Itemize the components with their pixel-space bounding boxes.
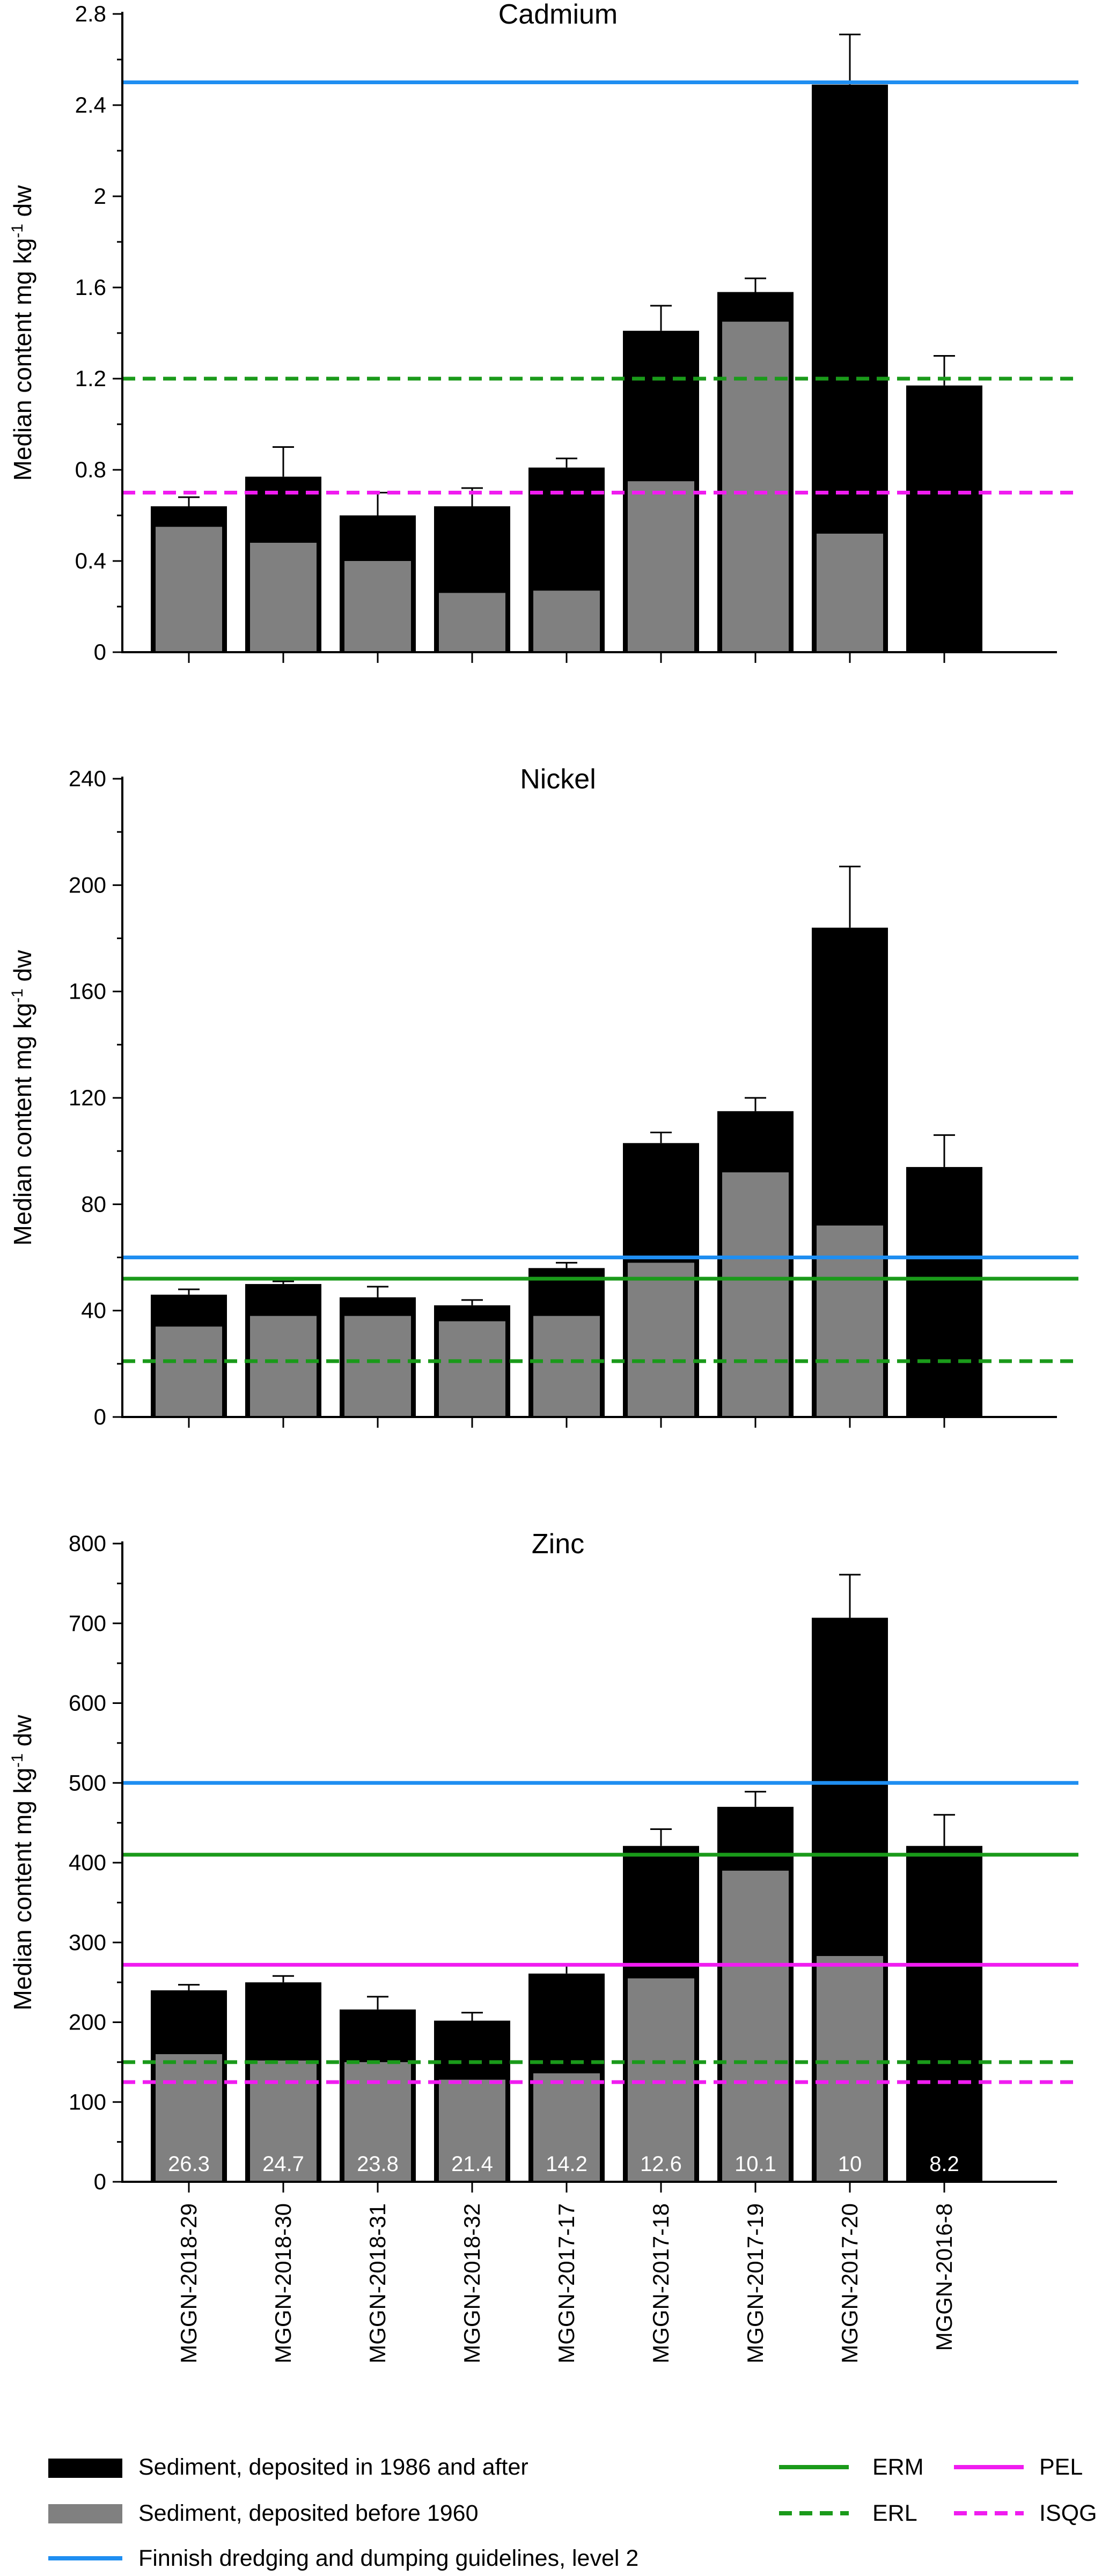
bar-after1986 <box>906 1167 982 1417</box>
y-tick-label: 2.4 <box>75 92 106 117</box>
bar-after1986 <box>906 1846 982 2182</box>
y-axis-label-superscript: -1 <box>9 224 26 238</box>
y-tick-label: 300 <box>69 1930 106 1955</box>
bar-before1960 <box>817 1226 883 1417</box>
y-axis-label-unit: dw <box>9 1715 36 1753</box>
y-tick-label: 500 <box>69 1770 106 1795</box>
bar-before1960 <box>628 1978 694 2182</box>
x-category-label: MGGN-2017-17 <box>554 2203 579 2364</box>
chart-panel-zinc: 0 100 200 300 400 500 600 700 800 Zinc Median cont… <box>9 1529 1078 2364</box>
legend-label-erl: ERL <box>872 2500 917 2526</box>
bar-data-label: 10 <box>838 2152 862 2176</box>
y-axis-label: Median content mg kg-1 dw <box>9 185 37 481</box>
y-tick-label: 1.2 <box>75 366 106 391</box>
bar-before1960 <box>533 591 600 652</box>
bar-before1960 <box>156 527 222 652</box>
y-axis-label-unit: dw <box>9 950 36 988</box>
x-category-label: MGGN-2017-18 <box>648 2203 673 2364</box>
bar-before1960 <box>722 1172 789 1417</box>
legend-label-isqg: ISQG <box>1039 2500 1097 2526</box>
bar-before1960 <box>156 1326 222 1417</box>
y-tick-label: 0.4 <box>75 548 106 573</box>
legend-label-pel: PEL <box>1039 2454 1083 2480</box>
bar-before1960 <box>250 543 317 652</box>
legend-label-before1960: Sediment, deposited before 1960 <box>138 2500 479 2526</box>
bar-before1960 <box>628 481 694 652</box>
x-category-label: MGGN-2018-31 <box>365 2203 390 2364</box>
bar-data-label: 24.7 <box>262 2152 304 2176</box>
chart-panel-nickel: 0 40 80 120 160 200 240 Nickel Median content mg… <box>9 764 1078 1429</box>
y-axis-label-unit: dw <box>9 185 36 224</box>
y-axis-label-superscript: -1 <box>9 1753 26 1768</box>
bar-before1960 <box>722 321 789 652</box>
bar-before1960 <box>439 2079 505 2182</box>
bar-before1960 <box>628 1263 694 1417</box>
y-tick-label: 100 <box>69 2089 106 2114</box>
bar-data-label: 23.8 <box>357 2152 399 2176</box>
x-category-label: MGGN-2018-30 <box>270 2203 296 2364</box>
y-tick-label: 0 <box>94 2169 106 2194</box>
bar-before1960 <box>817 534 883 652</box>
x-category-label: MGGN-2017-19 <box>743 2203 768 2364</box>
y-tick-label: 2.8 <box>75 1 106 26</box>
bar-before1960 <box>533 1316 600 1417</box>
legend-label-after1986: Sediment, deposited in 1986 and after <box>138 2454 528 2480</box>
bar-before1960 <box>344 561 411 652</box>
chart-title: Nickel <box>520 764 596 795</box>
bar-before1960 <box>533 2073 600 2182</box>
y-axis-label-main: Median content mg kg <box>9 1003 36 1246</box>
y-tick-label: 1.6 <box>75 275 106 300</box>
x-category-label: MGGN-2018-29 <box>176 2203 201 2364</box>
x-category-label: MGGN-2017-20 <box>837 2203 862 2364</box>
y-tick-label: 700 <box>69 1611 106 1636</box>
y-tick-label: 2 <box>94 183 106 209</box>
x-category-label: MGGN-2018-32 <box>459 2203 484 2364</box>
bar-before1960 <box>250 1316 317 1417</box>
y-tick-label: 0 <box>94 1404 106 1429</box>
bar-before1960 <box>344 1316 411 1417</box>
y-axis-label-superscript: -1 <box>9 988 26 1003</box>
y-tick-label: 800 <box>69 1531 106 1556</box>
y-tick-label: 400 <box>69 1850 106 1875</box>
chart-panel-cadmium: 0 0.4 0.8 1.2 1.6 2 2.4 2.8 Cadmium Median conten… <box>9 0 1078 665</box>
y-axis-label: Median content mg kg-1 dw <box>9 950 37 1246</box>
bar-before1960 <box>439 593 505 652</box>
y-tick-label: 40 <box>81 1298 106 1323</box>
bar-data-label: 26.3 <box>168 2152 210 2176</box>
y-tick-label: 160 <box>69 979 106 1004</box>
y-axis-label-main: Median content mg kg <box>9 1768 36 2011</box>
bar-data-label: 8.2 <box>929 2152 959 2176</box>
y-tick-label: 80 <box>81 1191 106 1216</box>
y-tick-label: 200 <box>69 872 106 897</box>
y-tick-label: 120 <box>69 1085 106 1110</box>
y-tick-label: 200 <box>69 2010 106 2035</box>
y-tick-label: 600 <box>69 1691 106 1716</box>
y-tick-label: 240 <box>69 766 106 791</box>
chart-title: Zinc <box>532 1529 584 1560</box>
y-axis-label-main: Median content mg kg <box>9 238 36 481</box>
bar-data-label: 12.6 <box>640 2152 682 2176</box>
bar-before1960 <box>439 1321 505 1417</box>
bar-before1960 <box>156 2054 222 2182</box>
chart-panels: 0 0.4 0.8 1.2 1.6 2 2.4 2.8 Cadmium Median conten… <box>9 0 1078 2364</box>
bar-before1960 <box>722 1870 789 2182</box>
bar-before1960 <box>250 2060 317 2182</box>
legend-label-erm: ERM <box>872 2454 924 2480</box>
y-axis-label: Median content mg kg-1 dw <box>9 1715 37 2011</box>
legend-swatch-after1986 <box>48 2459 122 2478</box>
bar-data-label: 14.2 <box>546 2152 587 2176</box>
bar-data-label: 21.4 <box>451 2152 493 2176</box>
legend-label-finnish: Finnish dredging and dumping guidelines,… <box>138 2545 638 2571</box>
legend: Sediment, deposited in 1986 and after Se… <box>48 2454 1097 2571</box>
y-tick-label: 0 <box>94 639 106 665</box>
bar-data-label: 10.1 <box>735 2152 776 2176</box>
chart-title: Cadmium <box>498 0 618 30</box>
x-category-label: MGGN-2016-8 <box>931 2203 957 2351</box>
y-tick-label: 0.8 <box>75 457 106 482</box>
bar-after1986 <box>906 385 982 652</box>
bar-before1960 <box>817 1956 883 2182</box>
legend-swatch-before1960 <box>48 2504 122 2523</box>
